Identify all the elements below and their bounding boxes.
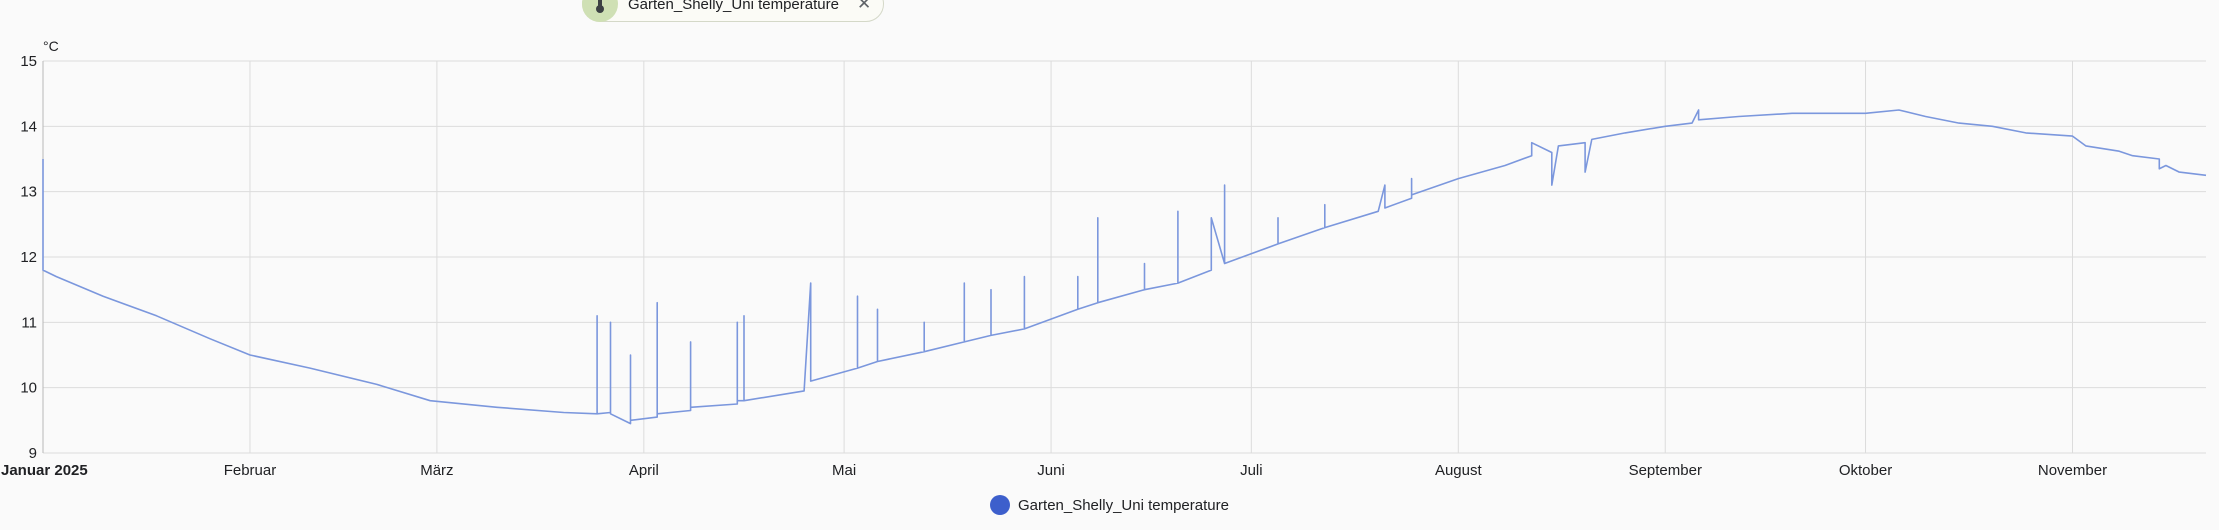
y-tick-label: 10 [20, 380, 37, 397]
y-tick-label: 14 [20, 118, 37, 135]
x-tick-label: Oktober [1839, 462, 1892, 479]
x-axis: Januar 2025 Februar März April Mai Juni Juli Au… [1, 462, 2107, 479]
entity-filter-chip[interactable]: Garten_Shelly_Uni temperature ✕ [582, 0, 885, 22]
y-tick-label: 15 [20, 53, 37, 70]
y-axis-unit-label: °C [43, 38, 59, 54]
y-tick-label: 9 [29, 445, 37, 462]
x-tick-label: Juni [1037, 462, 1065, 479]
chart-grid [42, 60, 2206, 454]
legend-label: Garten_Shelly_Uni temperature [1018, 496, 1229, 514]
series-line[interactable] [42, 109, 2207, 425]
y-tick-label: 13 [20, 184, 37, 201]
x-tick-label: August [1435, 462, 1483, 479]
plot-area [42, 109, 2207, 425]
legend-color-dot [990, 495, 1011, 515]
chart-legend[interactable]: Garten_Shelly_Uni temperature [0, 495, 2219, 515]
y-tick-label: 12 [20, 249, 37, 266]
y-axis: 9 10 11 12 13 14 15 [20, 53, 44, 462]
thermometer-icon [582, 0, 618, 22]
x-tick-label: Mai [832, 462, 856, 479]
close-icon[interactable]: ✕ [856, 0, 872, 13]
x-tick-label: April [629, 462, 659, 479]
y-tick-label: 11 [21, 314, 37, 331]
chip-label: Garten_Shelly_Uni temperature [628, 0, 839, 13]
x-tick-label: Januar 2025 [1, 462, 88, 479]
x-tick-label: Juli [1240, 462, 1263, 479]
x-tick-label: November [2038, 462, 2107, 479]
x-tick-label: September [1629, 462, 1702, 479]
x-tick-label: Februar [224, 462, 277, 479]
x-tick-label: März [420, 462, 453, 479]
